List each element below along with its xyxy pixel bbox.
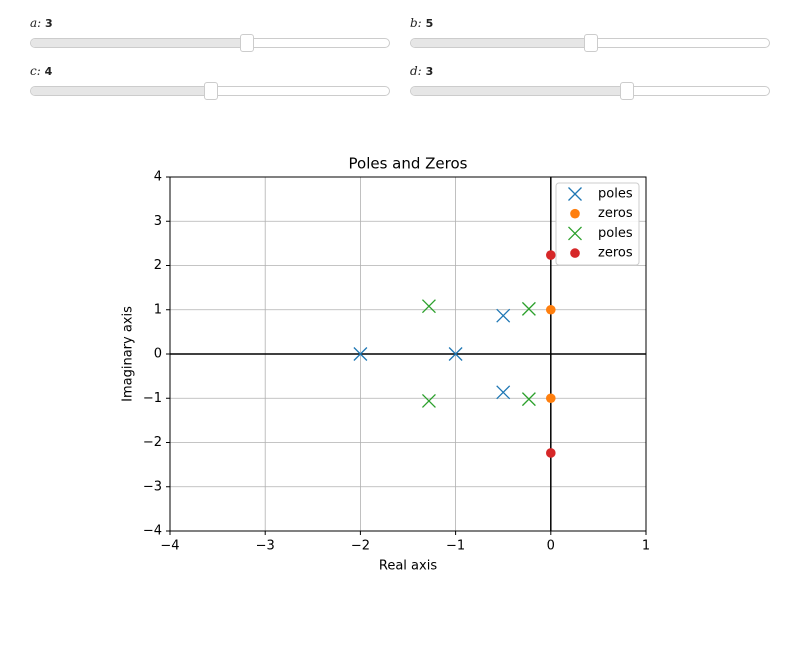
x-axis-label: Real axis bbox=[379, 559, 437, 574]
x-tick-label: −2 bbox=[351, 539, 370, 554]
slider-label: b: bbox=[410, 16, 422, 30]
y-tick-label: 0 bbox=[154, 347, 162, 362]
y-tick-label: 3 bbox=[154, 214, 162, 229]
zero-marker bbox=[570, 208, 580, 219]
slider-c[interactable]: c: 4 bbox=[30, 56, 390, 100]
chart-title: Poles and Zeros bbox=[349, 155, 468, 173]
slider-value: 5 bbox=[425, 17, 434, 30]
slider-value: 3 bbox=[425, 65, 434, 78]
legend-label: poles bbox=[598, 226, 633, 241]
y-tick-label: −1 bbox=[143, 391, 162, 406]
pole-marker bbox=[568, 226, 582, 241]
pole-marker bbox=[521, 392, 536, 407]
x-tick-label: −1 bbox=[446, 539, 465, 554]
legend-box bbox=[555, 182, 640, 266]
x-tick-label: −4 bbox=[160, 539, 179, 554]
zero-marker bbox=[546, 448, 556, 458]
legend-label: zeros bbox=[598, 246, 633, 261]
pole-marker bbox=[448, 347, 463, 361]
pole-marker bbox=[568, 187, 582, 201]
slider-handle[interactable] bbox=[584, 34, 598, 52]
zero-marker bbox=[546, 393, 556, 404]
y-tick-label: 2 bbox=[154, 258, 162, 273]
legend-label: poles bbox=[598, 187, 633, 202]
slider-value: 3 bbox=[45, 17, 53, 30]
slider-track[interactable] bbox=[410, 34, 770, 52]
chart: Poles and Zeros Real axis Imaginary axis… bbox=[121, 155, 651, 574]
slider-handle[interactable] bbox=[619, 82, 634, 100]
pole-marker bbox=[353, 347, 368, 361]
x-tick-label: −3 bbox=[256, 539, 275, 554]
y-tick-label: 4 bbox=[154, 170, 162, 185]
slider-track[interactable] bbox=[30, 82, 390, 100]
y-tick-label: −4 bbox=[143, 524, 162, 539]
slider-label: c: bbox=[30, 64, 41, 78]
slider-track[interactable] bbox=[30, 34, 390, 52]
legend-label: zeros bbox=[598, 206, 633, 221]
plot-frame bbox=[169, 176, 647, 532]
pole-marker bbox=[496, 385, 511, 400]
pole-marker bbox=[421, 393, 436, 408]
slider-label: d: bbox=[410, 64, 422, 78]
pole-marker bbox=[421, 299, 436, 314]
y-tick-label: 1 bbox=[154, 302, 162, 317]
zero-marker bbox=[570, 248, 580, 258]
slider-d[interactable]: d: 3 bbox=[410, 56, 770, 100]
zero-marker bbox=[546, 304, 556, 315]
slider-a[interactable]: a: 3 bbox=[30, 8, 390, 52]
slider-b[interactable]: b: 5 bbox=[410, 8, 770, 52]
pole-marker bbox=[496, 308, 511, 323]
slider-value: 4 bbox=[44, 65, 53, 78]
y-axis-label: Imaginary axis bbox=[121, 306, 136, 402]
slider-label: a: bbox=[30, 16, 42, 30]
x-tick-label: 1 bbox=[642, 539, 650, 554]
y-tick-label: −2 bbox=[143, 435, 162, 450]
slider-track[interactable] bbox=[410, 82, 770, 100]
x-tick-label: 0 bbox=[547, 539, 555, 554]
slider-handle[interactable] bbox=[239, 34, 254, 52]
y-tick-label: −3 bbox=[143, 479, 162, 494]
slider-handle[interactable] bbox=[204, 82, 218, 100]
zero-marker bbox=[546, 250, 556, 260]
pole-marker bbox=[521, 301, 536, 316]
